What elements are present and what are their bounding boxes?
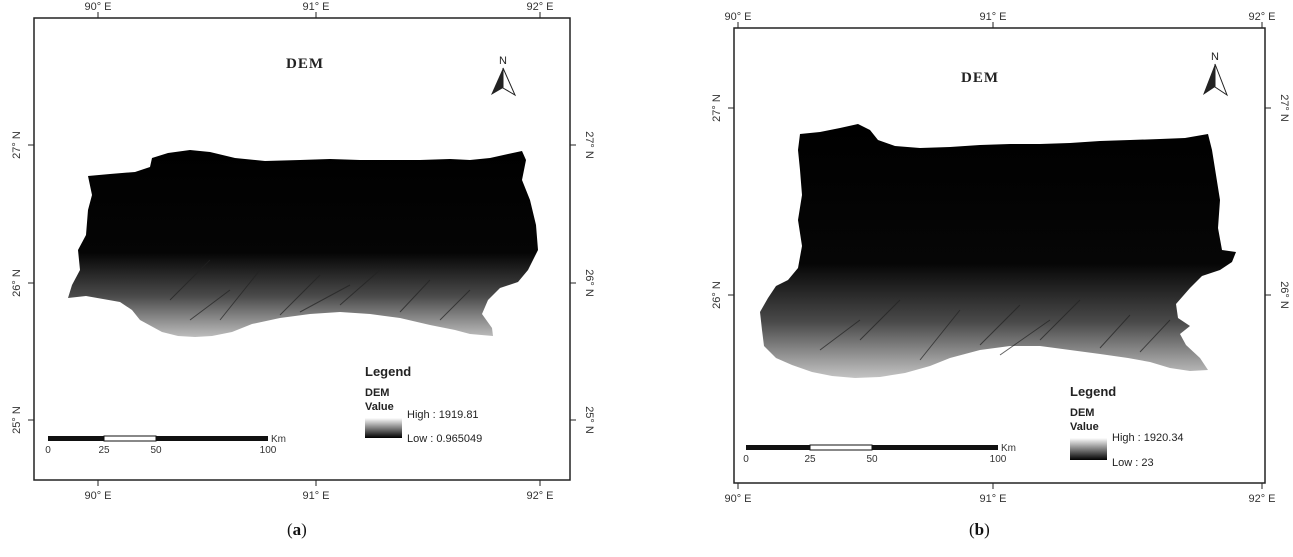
tick-top-label: 91° E — [302, 1, 329, 13]
dem-region-shape — [68, 150, 538, 337]
tick-top-label: 91° E — [979, 11, 1006, 23]
scale-label: 0 — [743, 454, 749, 465]
tick-left-label: 25° N — [11, 406, 23, 434]
tick-right-label: 26° N — [1278, 281, 1290, 309]
scale-unit: Km — [271, 434, 286, 445]
map-panel-b: 90° E 91° E 92° E 90° E 91° E 92° E 27° … — [680, 0, 1293, 557]
tick-bottom-label: 92° E — [1248, 493, 1275, 505]
legend-low: Low : 0.965049 — [407, 433, 482, 445]
dem-region-shape — [760, 124, 1236, 378]
tick-top-label: 92° E — [526, 1, 553, 13]
dem-drainage-texture — [169, 259, 471, 321]
tick-top-label: 92° E — [1248, 11, 1275, 23]
legend-color-ramp — [1070, 438, 1107, 460]
tick-right-label: 27° N — [583, 131, 595, 159]
scale-label: 100 — [260, 445, 277, 456]
map-frame — [33, 17, 571, 481]
legend-heading: Legend — [365, 364, 411, 379]
svg-text:N: N — [1211, 51, 1219, 63]
legend-field: Value — [365, 401, 394, 413]
legend-color-ramp — [365, 418, 402, 438]
scale-label: 0 — [45, 445, 51, 456]
legend: Legend DEM Value High : 1919.81 Low : 0.… — [365, 364, 482, 445]
legend-field: Value — [1070, 421, 1099, 433]
map-frame — [733, 27, 1266, 484]
tick-right-label: 26° N — [583, 269, 595, 297]
tick-bottom-label: 91° E — [979, 493, 1006, 505]
map-a-svg: 90° E 91° E 92° E 90° E 91° E 92° E 27° … — [11, 1, 595, 502]
north-arrow-icon: N — [1203, 51, 1229, 97]
dem-drainage-texture — [819, 299, 1171, 361]
tick-bottom-label: 92° E — [526, 490, 553, 502]
legend-high: High : 1920.34 — [1112, 432, 1184, 444]
tick-left-label: 26° N — [11, 269, 23, 297]
legend-layer: DEM — [1070, 407, 1094, 419]
legend-low: Low : 23 — [1112, 457, 1154, 469]
tick-top-label: 90° E — [724, 11, 751, 23]
figure-caption-a: (a) — [287, 520, 307, 539]
figure-caption-b: (b) — [969, 520, 990, 539]
map-title: DEM — [286, 56, 324, 72]
tick-bottom-label: 91° E — [302, 490, 329, 502]
scale-label: 50 — [150, 445, 162, 456]
tick-bottom-label: 90° E — [724, 493, 751, 505]
map-b-svg: 90° E 91° E 92° E 90° E 91° E 92° E 27° … — [711, 11, 1290, 505]
scale-bar: 0 25 50 100 Km — [743, 443, 1016, 465]
scale-label: 50 — [866, 454, 878, 465]
tick-bottom-label: 90° E — [84, 490, 111, 502]
north-arrow-icon: N — [491, 55, 517, 97]
scale-unit: Km — [1001, 443, 1016, 454]
scale-label: 25 — [804, 454, 816, 465]
svg-text:N: N — [499, 55, 507, 67]
legend-layer: DEM — [365, 387, 389, 399]
tick-right-label: 25° N — [583, 406, 595, 434]
legend-heading: Legend — [1070, 384, 1116, 399]
scale-label: 100 — [990, 454, 1007, 465]
scale-label: 25 — [98, 445, 110, 456]
map-title: DEM — [961, 70, 999, 86]
tick-left-label: 27° N — [11, 131, 23, 159]
tick-left-label: 26° N — [711, 281, 723, 309]
map-panel-a: 90° E 91° E 92° E 90° E 91° E 92° E 27° … — [0, 0, 640, 557]
legend: Legend DEM Value High : 1920.34 Low : 23 — [1070, 384, 1184, 469]
scale-bar: 0 25 50 100 Km — [45, 434, 286, 456]
legend-high: High : 1919.81 — [407, 409, 479, 421]
tick-right-label: 27° N — [1278, 94, 1290, 122]
tick-left-label: 27° N — [711, 94, 723, 122]
tick-top-label: 90° E — [84, 1, 111, 13]
